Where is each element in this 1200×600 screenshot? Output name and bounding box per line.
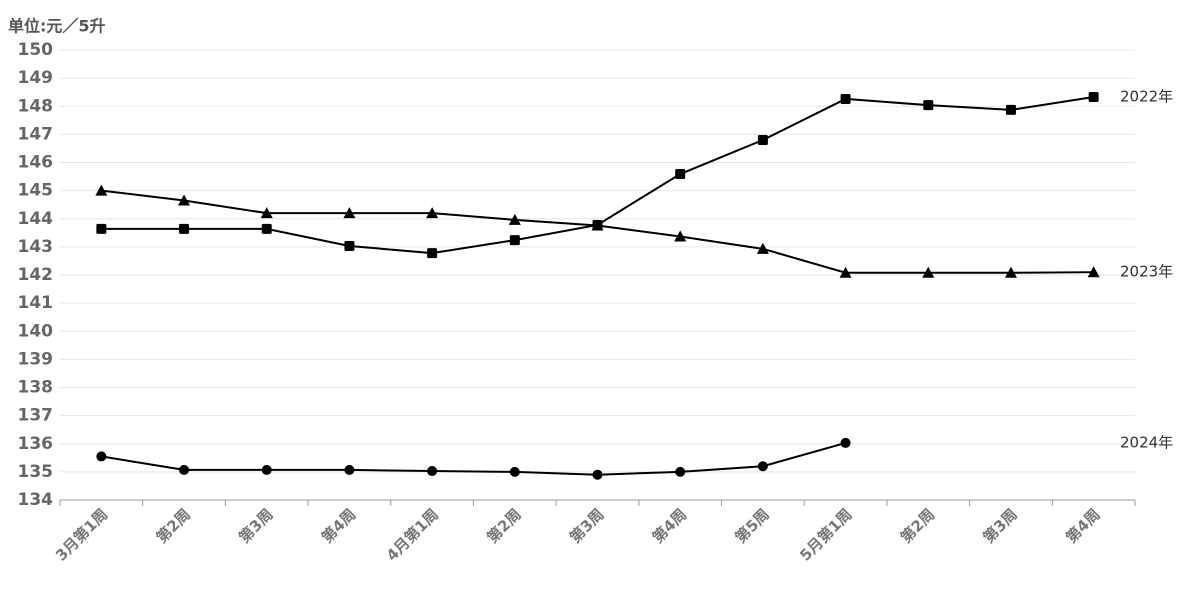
y-tick-label: 136 [18, 434, 54, 454]
marker [674, 230, 687, 242]
marker [756, 242, 769, 254]
marker [179, 223, 190, 234]
y-tick-label: 134 [18, 490, 54, 510]
x-tick-label: 第4周 [649, 505, 690, 546]
marker [179, 464, 190, 475]
x-tick-label: 第4周 [318, 505, 359, 546]
series-line [101, 441, 846, 476]
x-tick-label: 4月第1周 [383, 505, 442, 564]
marker [343, 207, 356, 219]
x-tick-label: 第3周 [566, 505, 607, 546]
x-tick-label: 第3周 [980, 505, 1021, 546]
marker [509, 466, 520, 477]
marker [922, 266, 935, 278]
marker [344, 464, 355, 475]
x-tick-label: 3月第1周 [52, 505, 111, 564]
marker [427, 248, 438, 259]
marker [344, 241, 355, 252]
y-tick-label: 143 [18, 237, 54, 257]
series-label: 2022年 [1120, 87, 1173, 105]
marker [509, 235, 520, 246]
y-tick-label: 147 [18, 124, 54, 144]
y-tick-label: 150 [18, 40, 54, 60]
x-tick-label: 第2周 [483, 505, 524, 546]
y-tick-label: 149 [18, 68, 54, 88]
y-tick-label: 144 [18, 209, 54, 229]
y-tick-label: 141 [18, 293, 54, 313]
marker [591, 219, 604, 231]
marker [839, 266, 852, 278]
y-tick-label: 135 [18, 462, 54, 482]
series-line [101, 189, 1094, 274]
x-tick-label: 第2周 [153, 505, 194, 546]
marker [95, 184, 108, 196]
x-tick-label: 第5周 [732, 505, 773, 546]
marker [260, 207, 273, 219]
marker [757, 135, 768, 145]
marker [427, 466, 438, 477]
x-tick-label: 第4周 [1062, 505, 1103, 546]
x-tick-label: 5月第1周 [796, 505, 855, 564]
marker [261, 464, 272, 475]
marker [261, 223, 272, 234]
y-tick-label: 140 [18, 321, 54, 341]
marker [675, 169, 686, 180]
marker [675, 466, 686, 477]
marker [1088, 91, 1099, 102]
marker [1004, 266, 1017, 278]
y-tick-label: 137 [18, 406, 54, 426]
marker [840, 437, 851, 448]
marker [757, 461, 768, 472]
y-tick-label: 138 [18, 378, 54, 398]
marker [508, 213, 521, 225]
marker [426, 207, 439, 219]
marker [96, 223, 107, 234]
marker [840, 93, 851, 104]
y-tick-label: 139 [18, 349, 54, 369]
marker [1005, 104, 1016, 115]
marker [96, 451, 107, 462]
marker [178, 194, 191, 206]
x-tick-label: 第2周 [897, 505, 938, 546]
y-tick-label: 146 [18, 153, 54, 173]
series-label: 2023年 [1120, 263, 1173, 281]
y-tick-label: 148 [18, 96, 54, 116]
y-tick-label: 142 [18, 265, 54, 285]
y-tick-label: 145 [18, 181, 54, 201]
marker [1087, 266, 1100, 278]
marker [592, 469, 603, 480]
marker [923, 100, 934, 111]
unit-label: 单位:元／5升 [8, 17, 106, 36]
x-tick-label: 第3周 [235, 505, 276, 546]
series-label: 2024年 [1120, 433, 1173, 451]
